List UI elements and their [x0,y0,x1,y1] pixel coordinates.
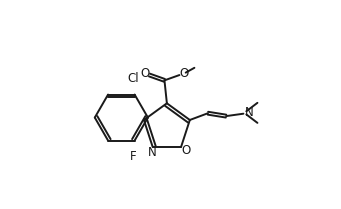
Text: N: N [244,106,253,119]
Text: Cl: Cl [128,72,139,85]
Text: O: O [179,67,188,80]
Text: F: F [130,150,137,163]
Text: O: O [140,67,150,80]
Text: O: O [181,144,191,157]
Text: N: N [148,146,156,159]
